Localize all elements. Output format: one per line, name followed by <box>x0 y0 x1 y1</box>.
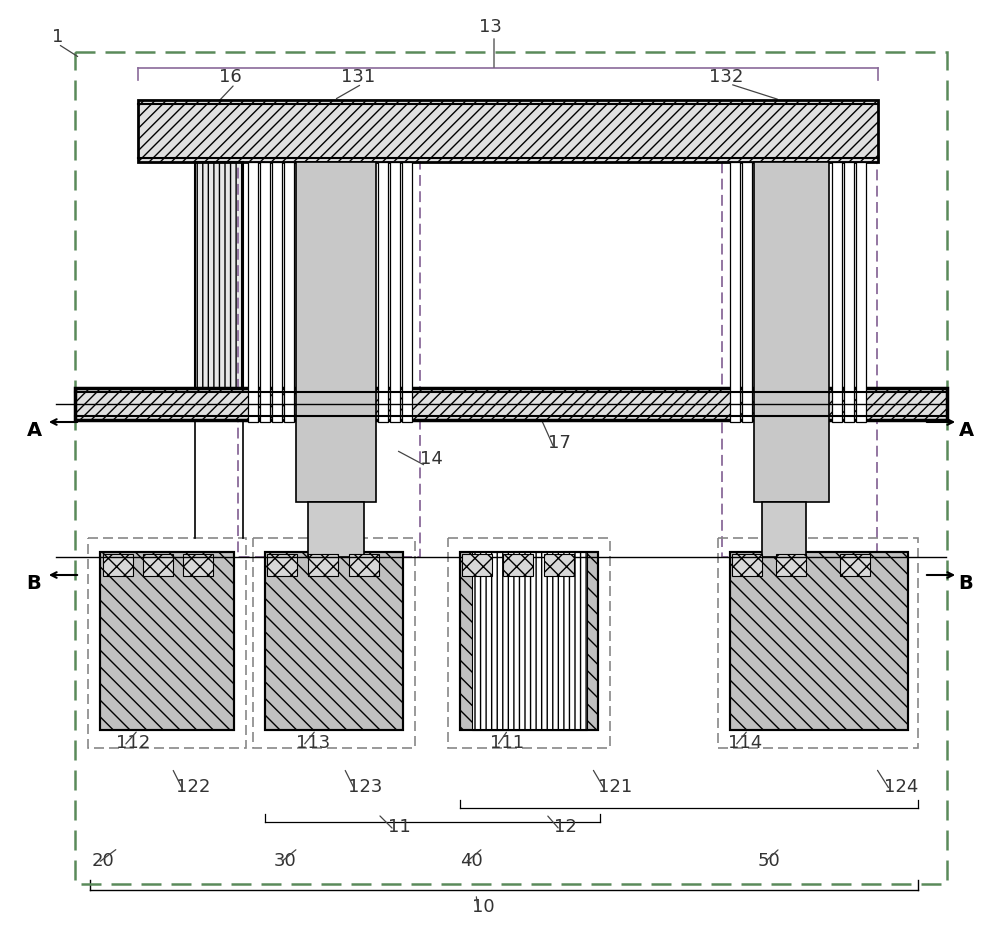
Bar <box>776 554 806 576</box>
Bar <box>732 554 762 576</box>
Bar <box>308 554 338 576</box>
Bar <box>103 554 133 576</box>
Bar <box>75 52 947 884</box>
Text: 14: 14 <box>420 450 443 468</box>
Text: 50: 50 <box>758 852 781 870</box>
Text: 123: 123 <box>348 778 382 796</box>
Text: 16: 16 <box>219 68 241 86</box>
Bar <box>100 552 234 730</box>
Bar <box>248 162 258 422</box>
Bar <box>462 554 492 576</box>
Bar <box>100 552 234 730</box>
Bar <box>267 554 297 576</box>
Text: A: A <box>958 421 974 440</box>
Bar <box>754 162 829 502</box>
Text: A: A <box>26 421 42 440</box>
Bar <box>832 162 842 422</box>
Text: B: B <box>27 574 41 593</box>
Bar <box>265 552 403 730</box>
Text: 114: 114 <box>728 734 762 752</box>
Text: 131: 131 <box>341 68 375 86</box>
Text: 10: 10 <box>472 898 495 916</box>
Text: B: B <box>959 574 973 593</box>
Bar <box>183 554 213 576</box>
Bar <box>265 552 403 730</box>
Text: 132: 132 <box>709 68 743 86</box>
Text: 112: 112 <box>116 734 150 752</box>
Bar <box>238 162 420 557</box>
Bar <box>75 388 947 420</box>
Bar <box>840 554 870 576</box>
Text: 124: 124 <box>884 778 918 796</box>
Bar <box>742 162 752 422</box>
Text: 1: 1 <box>52 28 63 46</box>
Bar <box>143 554 173 576</box>
Bar <box>253 538 415 748</box>
Text: 111: 111 <box>490 734 524 752</box>
Bar <box>460 552 598 730</box>
Bar <box>856 162 866 422</box>
Bar <box>844 162 854 422</box>
Bar <box>718 538 918 748</box>
Text: 17: 17 <box>548 434 571 452</box>
Text: 15: 15 <box>776 450 799 468</box>
Bar <box>448 538 610 748</box>
Bar <box>308 502 364 557</box>
Bar <box>544 554 574 576</box>
Bar <box>722 162 877 557</box>
Bar <box>402 162 412 422</box>
Bar <box>730 162 740 422</box>
Text: 12: 12 <box>554 818 577 836</box>
Bar <box>472 552 587 730</box>
Bar <box>195 162 243 397</box>
Bar <box>260 162 270 422</box>
Bar <box>138 100 878 162</box>
Text: 11: 11 <box>388 818 411 836</box>
Text: 121: 121 <box>598 778 632 796</box>
Bar <box>284 162 294 422</box>
Bar <box>378 162 388 422</box>
Text: 20: 20 <box>92 852 115 870</box>
Bar <box>88 538 246 748</box>
Text: 113: 113 <box>296 734 330 752</box>
Text: 40: 40 <box>460 852 483 870</box>
Bar <box>460 552 598 730</box>
Bar <box>762 162 810 397</box>
Bar <box>503 554 533 576</box>
Bar <box>195 162 243 397</box>
Bar <box>75 388 947 420</box>
Bar <box>349 554 379 576</box>
Bar <box>138 100 878 162</box>
Bar <box>762 162 810 397</box>
Bar <box>272 162 282 422</box>
Bar <box>390 162 400 422</box>
Bar <box>730 552 908 730</box>
Text: 122: 122 <box>176 778 210 796</box>
Bar <box>730 552 908 730</box>
Bar <box>762 502 806 557</box>
Bar <box>296 162 376 502</box>
Text: 30: 30 <box>274 852 297 870</box>
Text: 13: 13 <box>479 18 501 36</box>
